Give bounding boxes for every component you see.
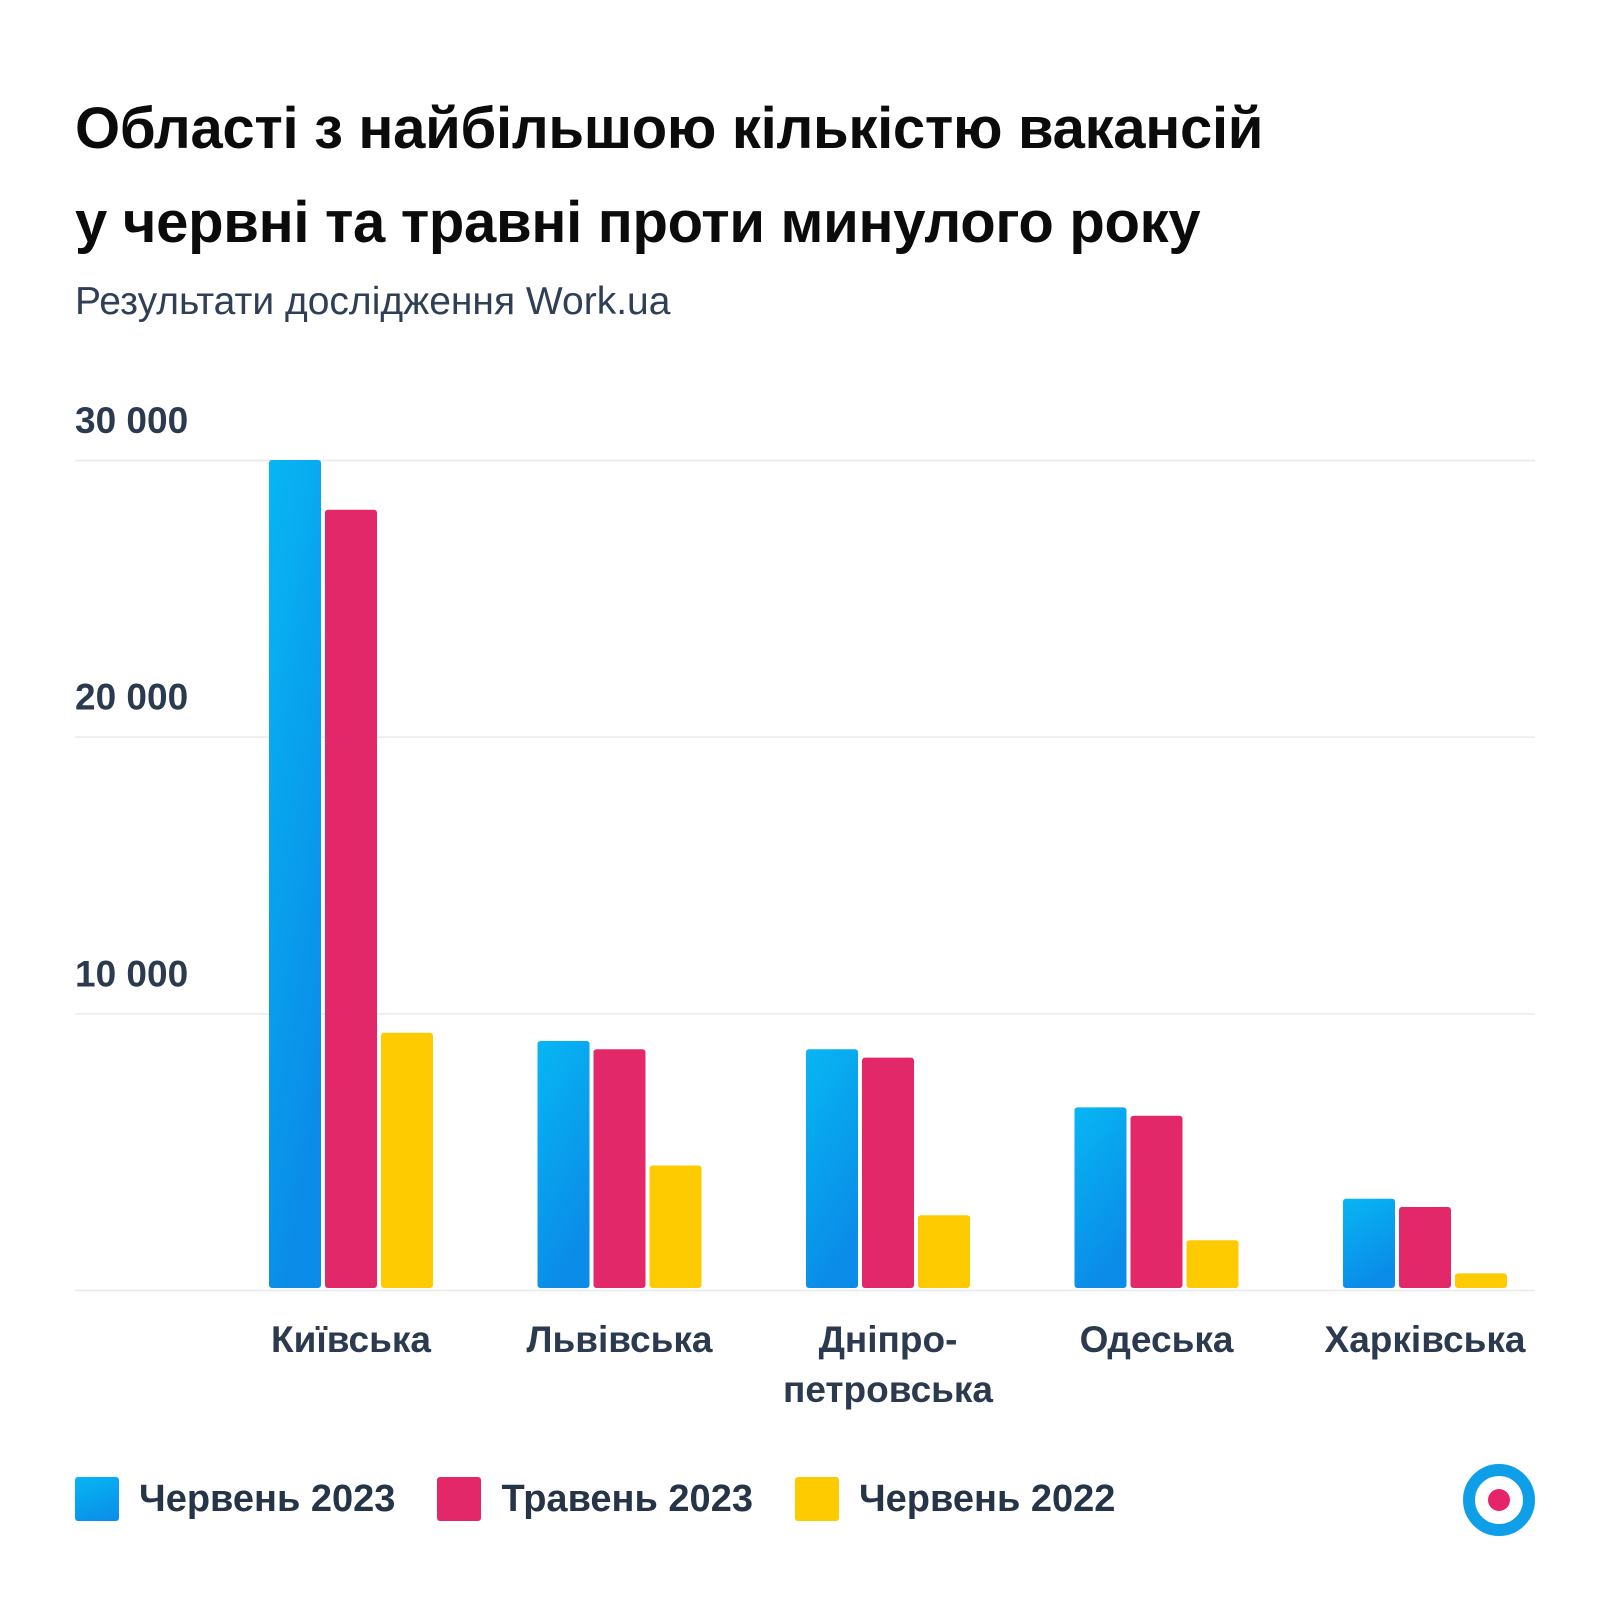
y-tick-label: 20 000: [75, 677, 188, 718]
title-line-1: Області з найбільшою кількістю вакансій: [75, 96, 1264, 161]
legend-label: Червень 2022: [858, 1477, 1116, 1520]
legend-label: Травень 2023: [501, 1477, 753, 1520]
chart-title: Області з найбільшою кількістю вакансій …: [75, 82, 1495, 270]
legend-swatch: [437, 1477, 482, 1521]
bar-3-1: [1130, 1115, 1183, 1288]
category-label: Одеська: [1080, 1319, 1234, 1360]
bar-3-2: [1186, 1240, 1239, 1288]
bar-4-1: [1399, 1207, 1451, 1288]
title-line-2: у червні та травні проти минулого року: [75, 190, 1201, 255]
legend-swatch: [794, 1477, 839, 1521]
y-tick-label: 30 000: [75, 400, 188, 441]
bar-2-0: [806, 1049, 858, 1288]
bar-1-2: [649, 1165, 702, 1288]
bar-chart: 10 000 20 000 30 000 Київська Львівська Дніпр…: [75, 400, 1535, 1410]
category-label: Київська: [271, 1319, 431, 1360]
legend-item: Травень 2023: [437, 1477, 753, 1521]
category-label: Львівська: [527, 1319, 713, 1360]
legend-swatch: [75, 1477, 119, 1521]
y-tick-label: 10 000: [75, 953, 188, 994]
bar-4-0: [1343, 1198, 1395, 1288]
chart-subtitle: Результати дослідження Work.ua: [75, 280, 671, 323]
bar-0-2: [381, 1032, 433, 1288]
bar-2-1: [862, 1057, 914, 1288]
category-label: Дніпро-петровська: [783, 1319, 993, 1410]
chart-legend: Червень 2023 Травень 2023 Червень 2022: [75, 1474, 1157, 1524]
target-circle-icon: [1463, 1464, 1535, 1536]
legend-item: Червень 2023: [75, 1477, 395, 1521]
category-label: Харківська: [1325, 1319, 1526, 1360]
bar-1-0: [537, 1041, 590, 1288]
bar-4-2: [1455, 1273, 1507, 1288]
bar-3-0: [1074, 1107, 1127, 1288]
bar-2-2: [918, 1215, 970, 1288]
bar-0-0: [269, 460, 321, 1288]
logo-dot: [1488, 1489, 1510, 1511]
legend-label: Червень 2023: [139, 1477, 396, 1520]
bar-0-1: [325, 509, 377, 1288]
legend-item: Червень 2022: [794, 1477, 1116, 1521]
bar-1-1: [593, 1049, 646, 1288]
